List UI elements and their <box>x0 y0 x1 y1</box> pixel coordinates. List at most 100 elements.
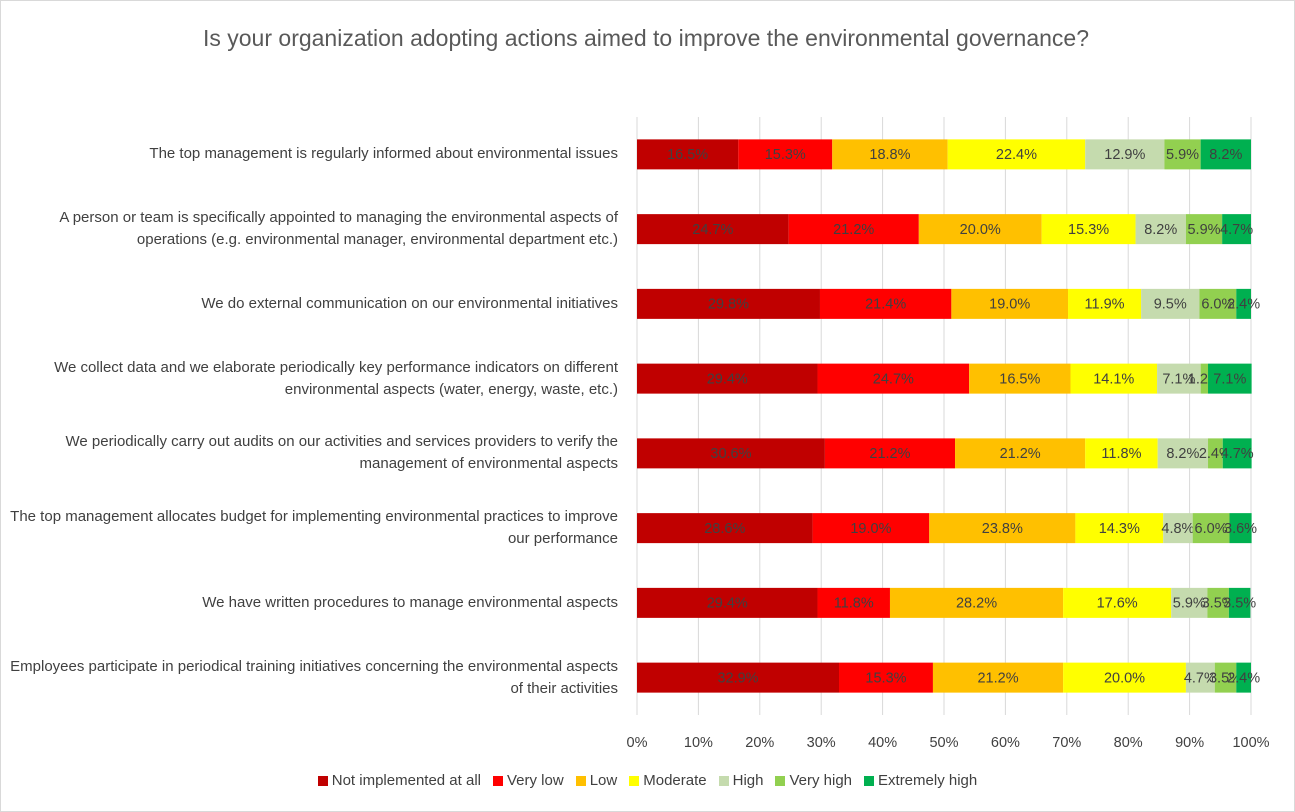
bar-segment <box>637 438 825 469</box>
data-label: 28.2% <box>956 596 997 612</box>
bar-segment <box>1041 214 1136 245</box>
bar-segment <box>824 438 956 469</box>
bar-segment <box>1185 214 1223 245</box>
x-tick-label: 40% <box>868 735 897 751</box>
bar-segment <box>1222 438 1252 469</box>
data-label: 11.9% <box>1085 297 1125 313</box>
legend-swatch <box>493 775 503 786</box>
bar-segment <box>889 587 1064 618</box>
legend-swatch <box>864 775 875 786</box>
bar-segment <box>839 662 933 693</box>
data-label: 15.3% <box>1068 222 1109 238</box>
bar-segment <box>812 513 930 544</box>
data-label: 9.5% <box>1154 297 1187 313</box>
data-label: 6.0% <box>1195 521 1228 537</box>
data-label: 30.6% <box>710 446 751 462</box>
bar-segment <box>1208 438 1223 469</box>
legend-item: High <box>718 772 764 789</box>
data-label: 24.7% <box>692 222 733 238</box>
data-label: 29.8% <box>708 297 749 313</box>
data-label: 5.9% <box>1173 596 1206 612</box>
bar-segment <box>1075 513 1164 544</box>
data-label: 16.5% <box>667 147 708 163</box>
data-label: 5.9% <box>1166 147 1199 163</box>
data-label: 11.8% <box>834 596 874 612</box>
x-tick-label: 0% <box>627 735 648 751</box>
data-label: 17.6% <box>1097 596 1138 612</box>
bar-segment <box>1157 363 1201 394</box>
bar-segment <box>932 662 1064 693</box>
data-label: 24.7% <box>873 371 914 387</box>
bar-segment <box>819 288 952 319</box>
category-label: We collect data and we elaborate periodi… <box>54 358 618 398</box>
bar-segment <box>1063 587 1172 618</box>
data-label: 21.2% <box>1000 446 1041 462</box>
category-label: We do external communication on our envi… <box>201 294 618 312</box>
bar-segment <box>1207 587 1229 618</box>
data-label: 4.7% <box>1221 446 1254 462</box>
legend-label: Very high <box>789 772 853 789</box>
legend-label: High <box>732 772 764 789</box>
legend-swatch <box>775 775 786 786</box>
legend-label: Moderate <box>643 772 707 789</box>
x-tick-label: 70% <box>1052 735 1081 751</box>
legend-item: Very high <box>775 772 852 789</box>
category-label: We periodically carry out audits on our … <box>65 433 618 473</box>
data-label: 28.6% <box>704 521 745 537</box>
bar-segment <box>951 288 1069 319</box>
category-label: We have written procedures to manage env… <box>202 593 618 611</box>
bar-segment <box>1063 662 1186 693</box>
data-label: 8.2% <box>1209 147 1242 163</box>
legend-label: Not implemented at all <box>331 772 481 789</box>
chart-title: Is your organization adopting actions ai… <box>202 25 1090 51</box>
data-label: 14.1% <box>1093 371 1134 387</box>
bar-segment <box>637 587 818 618</box>
x-tick-label: 30% <box>807 735 836 751</box>
data-label: 7.1% <box>1162 371 1195 387</box>
bar-segment <box>1214 662 1237 693</box>
bar-segment <box>637 513 813 544</box>
bar-segment <box>637 139 739 170</box>
bar-segment <box>1185 662 1215 693</box>
data-label: 15.3% <box>865 670 906 686</box>
data-label: 3.5% <box>1209 670 1242 686</box>
bar-segment <box>637 363 818 394</box>
legend-item: Not implemented at all <box>317 772 481 789</box>
bar-segment <box>918 214 1042 245</box>
bar-segment <box>1200 363 1209 394</box>
bar-segment <box>955 438 1086 469</box>
category-label: A person or team is specifically appoint… <box>59 209 618 249</box>
bar-segment <box>832 139 948 170</box>
data-label: 5.9% <box>1187 222 1220 238</box>
data-label: 22.4% <box>996 147 1037 163</box>
bar-segment <box>1199 288 1237 319</box>
data-label: 2.4% <box>1227 670 1260 686</box>
data-label: 19.0% <box>989 297 1030 313</box>
legend-item: Extremely high <box>864 772 977 789</box>
bar-segment <box>637 662 840 693</box>
data-label: 16.5% <box>999 371 1040 387</box>
data-label: 18.8% <box>869 147 910 163</box>
data-label: 7.1% <box>1213 371 1246 387</box>
bar-segment <box>947 139 1086 170</box>
x-tick-label: 20% <box>745 735 774 751</box>
legend-item: Low <box>575 772 617 789</box>
x-tick-label: 10% <box>684 735 713 751</box>
bar-segment <box>1085 438 1158 469</box>
bar-segment <box>1157 438 1209 469</box>
data-label: 12.9% <box>1104 147 1145 163</box>
bar-segment <box>1070 363 1158 394</box>
bar-segment <box>1192 513 1230 544</box>
legend-item: Moderate <box>629 772 707 789</box>
data-label: 32.9% <box>717 670 758 686</box>
bar-segment <box>1229 513 1252 544</box>
legend-label: Extremely high <box>878 772 978 789</box>
data-label: 20.0% <box>960 222 1001 238</box>
bar-segment <box>1163 513 1193 544</box>
bar-segment <box>1228 587 1251 618</box>
bar-segment <box>1200 139 1251 170</box>
bar-segment <box>1236 288 1251 319</box>
data-label: 4.7% <box>1220 222 1253 238</box>
